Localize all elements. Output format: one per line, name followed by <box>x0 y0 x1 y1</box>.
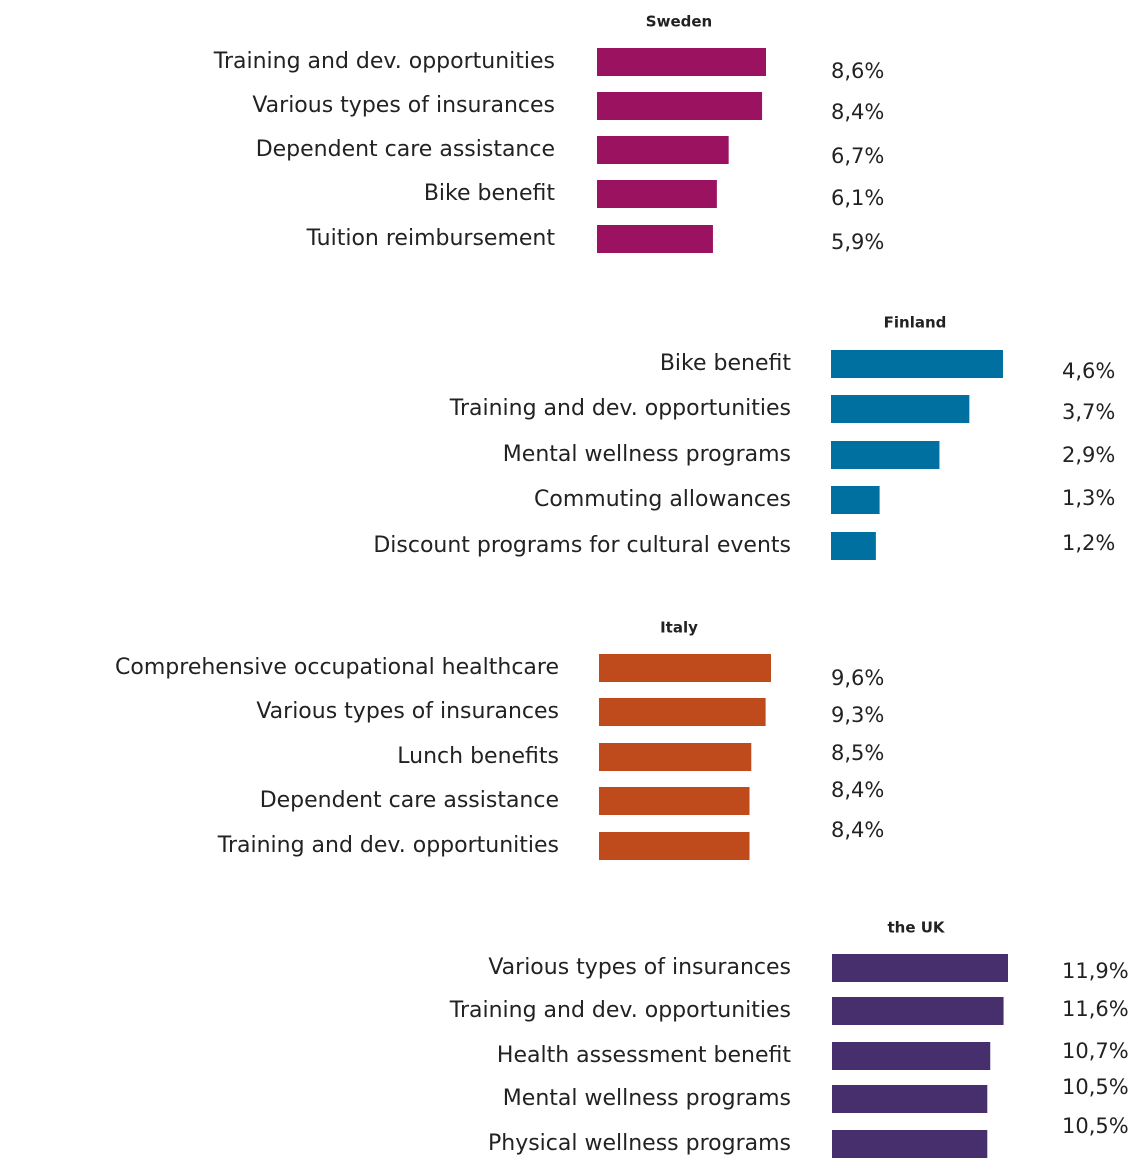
value-label: 1,3% <box>1062 486 1115 510</box>
value-label: 8,4% <box>831 778 884 802</box>
bar <box>832 997 1004 1025</box>
value-label: 8,6% <box>831 59 884 83</box>
bar <box>597 225 713 253</box>
category-label: Commuting allowances <box>534 487 791 512</box>
category-label: Bike benefit <box>424 181 556 206</box>
bar <box>831 395 970 423</box>
bar <box>831 486 880 514</box>
chart-title: the UK <box>887 919 945 937</box>
value-label: 6,1% <box>831 186 884 210</box>
value-label: 8,5% <box>831 741 884 765</box>
category-label: Dependent care assistance <box>256 137 555 162</box>
category-label: Comprehensive occupational healthcare <box>115 655 559 680</box>
bar <box>831 350 1003 378</box>
bar <box>832 1085 988 1113</box>
value-label: 10,5% <box>1062 1114 1129 1138</box>
category-label: Dependent care assistance <box>260 788 559 813</box>
chart-title: Italy <box>660 619 698 637</box>
category-label: Training and dev. opportunities <box>449 998 791 1023</box>
value-label: 4,6% <box>1062 359 1115 383</box>
bar <box>599 698 766 726</box>
category-label: Various types of insurances <box>252 93 555 118</box>
category-label: Physical wellness programs <box>488 1131 791 1156</box>
category-label: Health assessment benefit <box>497 1043 791 1068</box>
category-label: Training and dev. opportunities <box>213 49 555 74</box>
category-label: Tuition reimbursement <box>306 226 556 251</box>
category-label: Discount programs for cultural events <box>373 533 791 558</box>
category-label: Various types of insurances <box>488 955 791 980</box>
bar <box>599 832 750 860</box>
category-label: Mental wellness programs <box>503 1086 791 1111</box>
category-label: Various types of insurances <box>256 699 559 724</box>
category-label: Bike benefit <box>660 351 792 376</box>
value-label: 9,3% <box>831 703 884 727</box>
category-label: Training and dev. opportunities <box>217 833 559 858</box>
value-label: 11,6% <box>1062 997 1129 1021</box>
bar <box>597 136 729 164</box>
bar <box>599 743 752 771</box>
value-label: 2,9% <box>1062 443 1115 467</box>
bar <box>597 48 766 76</box>
value-label: 10,5% <box>1062 1075 1129 1099</box>
value-label: 1,2% <box>1062 531 1115 555</box>
value-label: 8,4% <box>831 100 884 124</box>
category-label: Lunch benefits <box>397 744 559 769</box>
value-label: 5,9% <box>831 230 884 254</box>
category-label: Mental wellness programs <box>503 442 791 467</box>
value-label: 6,7% <box>831 144 884 168</box>
value-label: 9,6% <box>831 666 884 690</box>
value-label: 8,4% <box>831 818 884 842</box>
bar <box>599 654 771 682</box>
bar <box>832 954 1008 982</box>
chart-title: Sweden <box>646 13 712 31</box>
bar <box>597 92 763 120</box>
value-label: 11,9% <box>1062 959 1129 983</box>
bar <box>832 1130 988 1158</box>
category-label: Training and dev. opportunities <box>449 396 791 421</box>
bar <box>832 1042 991 1070</box>
value-label: 3,7% <box>1062 400 1115 424</box>
bar <box>597 180 717 208</box>
bar <box>831 532 876 560</box>
bar <box>599 787 750 815</box>
chart-title: Finland <box>884 314 947 332</box>
bar <box>831 441 940 469</box>
value-label: 10,7% <box>1062 1039 1129 1063</box>
